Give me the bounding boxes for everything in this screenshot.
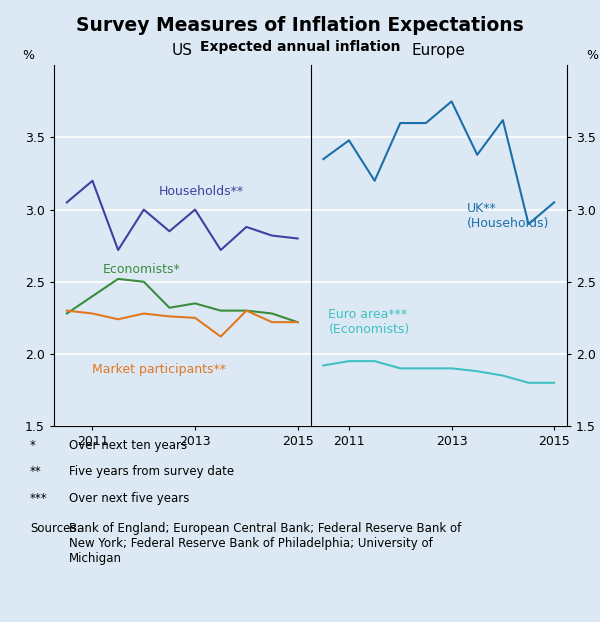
- Text: **: **: [30, 465, 42, 478]
- Text: Over next ten years: Over next ten years: [69, 439, 187, 452]
- Text: %: %: [587, 49, 599, 62]
- Text: Over next five years: Over next five years: [69, 492, 190, 505]
- Text: %: %: [22, 49, 34, 62]
- Text: Survey Measures of Inflation Expectations: Survey Measures of Inflation Expectation…: [76, 16, 524, 35]
- Text: Households**: Households**: [159, 185, 244, 198]
- Text: Expected annual inflation: Expected annual inflation: [200, 40, 400, 55]
- Text: *: *: [30, 439, 36, 452]
- Text: ***: ***: [30, 492, 47, 505]
- Text: US: US: [172, 43, 193, 58]
- Text: Five years from survey date: Five years from survey date: [69, 465, 234, 478]
- Text: Bank of England; European Central Bank; Federal Reserve Bank of
New York; Federa: Bank of England; European Central Bank; …: [69, 522, 461, 565]
- Text: Sources:: Sources:: [30, 522, 80, 535]
- Text: Market participants**: Market participants**: [92, 363, 226, 376]
- Text: Euro area***
(Economists): Euro area*** (Economists): [328, 308, 410, 336]
- Text: Europe: Europe: [412, 43, 466, 58]
- Text: Economists*: Economists*: [103, 263, 181, 276]
- Text: UK**
(Households): UK** (Households): [467, 202, 550, 230]
